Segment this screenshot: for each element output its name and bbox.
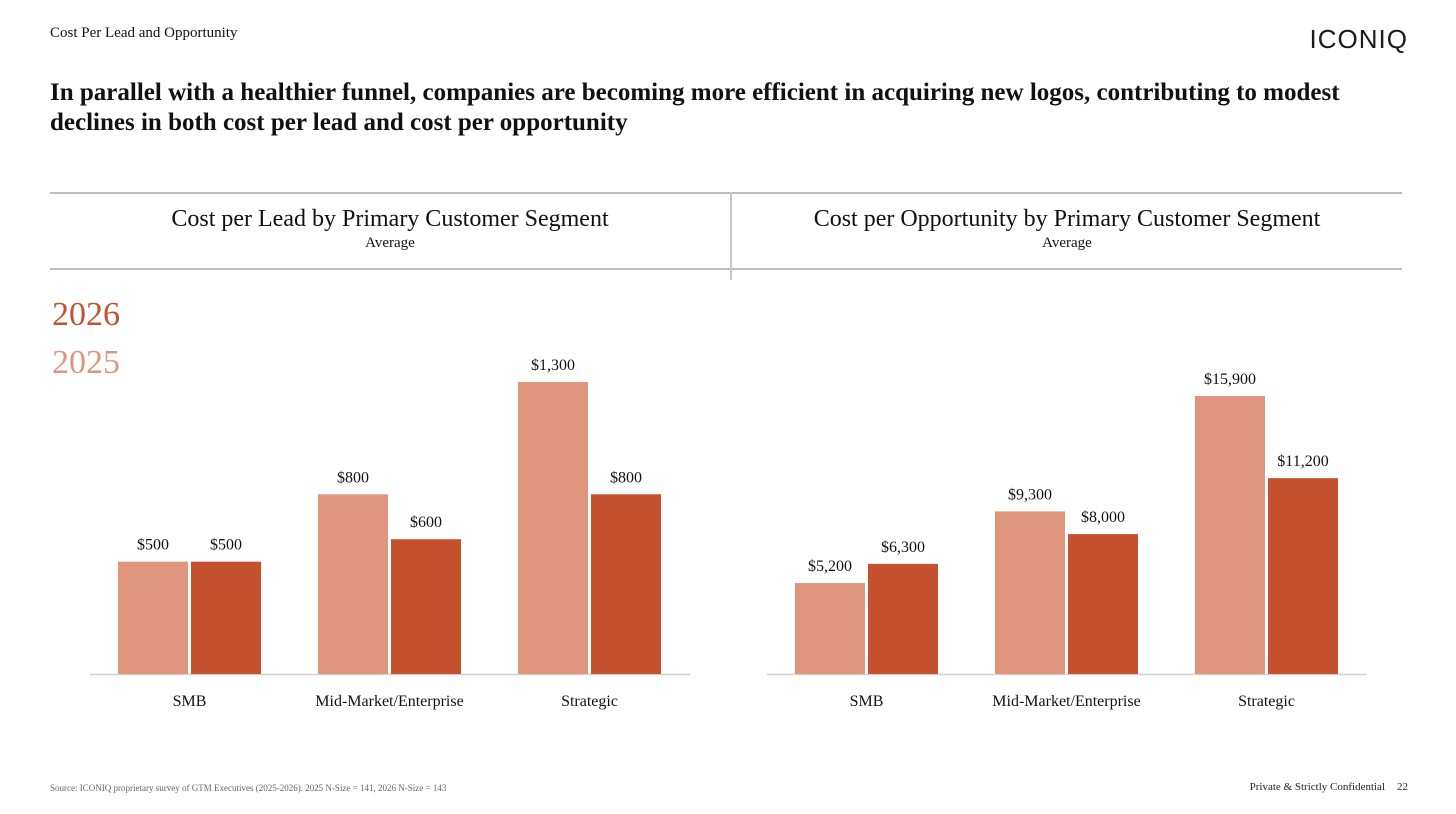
data-label: $500	[210, 537, 242, 554]
bar-2025-mid-market-enterprise	[995, 511, 1065, 674]
left-chart-header: Cost per Lead by Primary Customer Segmen…	[50, 192, 730, 270]
x-tick-label: SMB	[173, 693, 207, 710]
footer-confidential: Private & Strictly Confidential 22	[1238, 781, 1408, 793]
data-label: $15,900	[1204, 371, 1256, 388]
right-chart-header: Cost per Opportunity by Primary Customer…	[732, 192, 1402, 270]
bar-2025-strategic	[518, 382, 588, 674]
data-label: $500	[137, 537, 169, 554]
bar-2026-smb	[191, 561, 261, 674]
data-label: $800	[610, 469, 642, 486]
legend-2026: 2026	[52, 296, 120, 333]
bar-2025-smb	[795, 583, 865, 674]
bar-2025-mid-market-enterprise	[318, 494, 388, 674]
section-label: Cost Per Lead and Opportunity	[50, 25, 238, 41]
bar-2025-strategic	[1195, 396, 1265, 674]
legend-2025: 2025	[52, 344, 120, 381]
bar-2026-mid-market-enterprise	[391, 539, 461, 674]
right-chart-subtitle: Average	[1042, 235, 1092, 251]
x-tick-label: Mid-Market/Enterprise	[992, 693, 1140, 710]
data-label: $9,300	[1008, 486, 1052, 503]
data-label: $1,300	[531, 357, 575, 374]
header-divider	[730, 192, 732, 280]
data-label: $11,200	[1277, 453, 1328, 470]
x-tick-label: SMB	[850, 693, 884, 710]
source-note: Source: ICONIQ proprietary survey of GTM…	[50, 783, 447, 793]
bar-2026-strategic	[1268, 478, 1338, 674]
x-tick-label: Strategic	[561, 693, 618, 710]
bar-2025-smb	[118, 561, 188, 674]
bar-2026-smb	[868, 563, 938, 674]
left-chart-subtitle: Average	[365, 235, 415, 251]
data-label: $800	[337, 469, 369, 486]
confidential-label: Private & Strictly Confidential	[1249, 781, 1385, 793]
page-number: 22	[1397, 781, 1408, 793]
bar-2026-mid-market-enterprise	[1068, 534, 1138, 674]
right-chart-title: Cost per Opportunity by Primary Customer…	[813, 206, 1321, 232]
data-label: $600	[410, 514, 442, 531]
iconiq-logo: ICONIQ	[1309, 24, 1408, 54]
data-label: $5,200	[808, 558, 852, 575]
data-label: $6,300	[881, 539, 925, 556]
data-label: $8,000	[1081, 509, 1125, 526]
x-tick-label: Strategic	[1238, 693, 1295, 710]
x-tick-label: Mid-Market/Enterprise	[315, 693, 463, 710]
bar-2026-strategic	[591, 494, 661, 674]
page-headline: In parallel with a healthier funnel, com…	[50, 79, 1340, 136]
left-chart-title: Cost per Lead by Primary Customer Segmen…	[171, 206, 609, 232]
